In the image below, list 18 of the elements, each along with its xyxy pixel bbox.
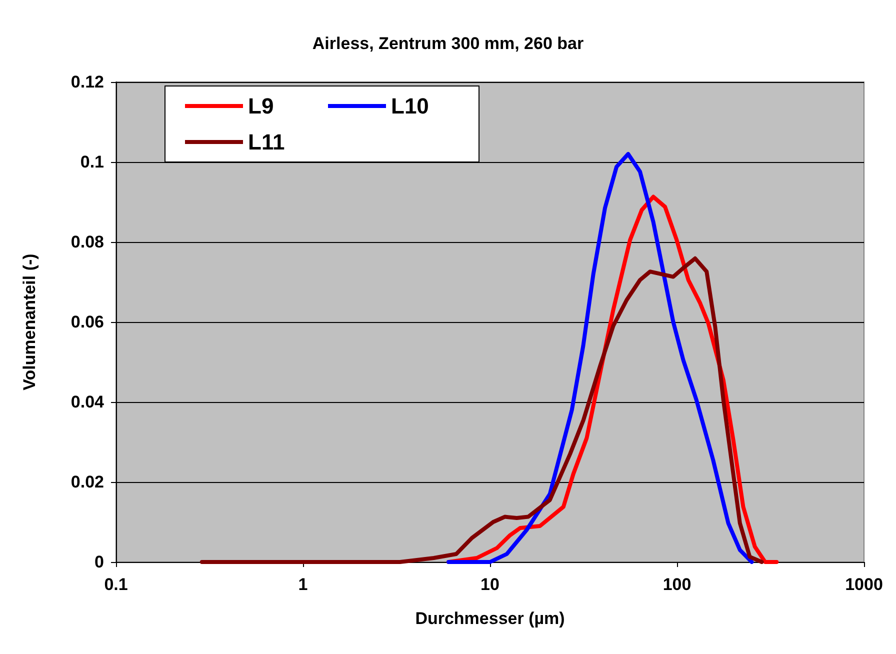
x-tick-label: 1000 (845, 575, 883, 594)
y-tick-label: 0.04 (70, 392, 105, 412)
x-tick-label: 100 (662, 575, 692, 594)
legend-label: L10 (391, 94, 429, 118)
y-tick-label: 0.1 (80, 152, 104, 172)
x-tick-label: 1 (298, 575, 308, 594)
chart-title: Airless, Zentrum 300 mm, 260 bar (312, 34, 584, 53)
y-tick-label: 0.12 (70, 72, 104, 92)
y-tick-label: 0.08 (70, 232, 104, 252)
y-axis-title: Volumenanteil (-) (20, 254, 39, 390)
y-tick-label: 0 (94, 552, 104, 572)
legend-label: L11 (248, 130, 285, 154)
legend-label: L9 (248, 94, 274, 118)
x-tick-label: 10 (480, 575, 500, 594)
x-axis-title: Durchmesser (µm) (415, 609, 565, 628)
y-tick-label: 0.06 (70, 312, 104, 332)
x-tick-label: 0.1 (104, 575, 128, 594)
y-tick-label: 0.02 (70, 472, 104, 492)
